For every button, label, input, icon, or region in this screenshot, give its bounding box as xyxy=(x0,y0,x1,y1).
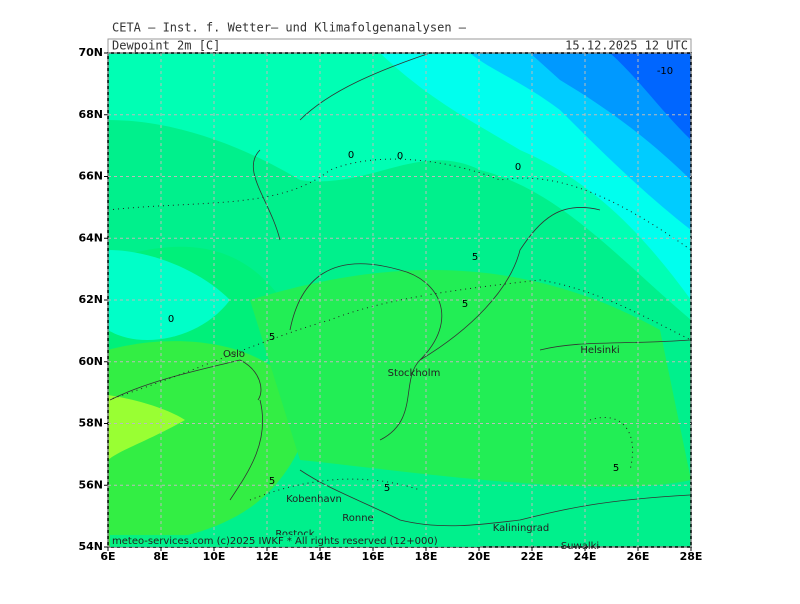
lon-tick-label: 6E xyxy=(100,550,115,563)
contour-label: 0 xyxy=(168,314,174,325)
contour-label: 5 xyxy=(613,463,619,474)
contour-label: 0 xyxy=(348,150,354,161)
lat-tick-label: 56N xyxy=(78,478,103,491)
city-label: Suwalki xyxy=(561,541,599,552)
lat-tick-label: 60N xyxy=(78,355,103,368)
lon-tick-label: 26E xyxy=(627,550,650,563)
lat-tick-label: 58N xyxy=(78,417,103,430)
parameter: Dewpoint 2m [C] xyxy=(112,39,220,53)
lon-tick-label: 20E xyxy=(468,550,491,563)
lon-tick-label: 8E xyxy=(153,550,168,563)
lat-tick-label: 68N xyxy=(78,108,103,121)
contour-label: 5 xyxy=(472,252,478,263)
city-label: Stockholm xyxy=(388,368,441,379)
coastline xyxy=(109,53,691,527)
lat-tick-label: 54N xyxy=(78,540,103,553)
city-label: Ronne xyxy=(342,513,373,524)
footer: meteo-services.com (c)2025 IWKF * All ri… xyxy=(112,536,438,547)
lon-tick-label: 24E xyxy=(574,550,597,563)
lat-tick-label: 64N xyxy=(78,231,103,244)
lon-tick-label: 10E xyxy=(203,550,226,563)
lon-tick-label: 18E xyxy=(415,550,438,563)
lon-tick-label: 12E xyxy=(256,550,279,563)
lat-tick-label: 62N xyxy=(78,293,103,306)
contour-label: 0 xyxy=(515,162,521,173)
city-label: Rostock xyxy=(275,529,314,540)
valid-time: 15.12.2025 12 UTC xyxy=(565,39,688,53)
contour-label: -10 xyxy=(657,66,673,77)
lon-tick-label: 22E xyxy=(521,550,544,563)
lon-tick-label: 14E xyxy=(309,550,332,563)
contour-label: 5 xyxy=(462,299,468,310)
contour-label: 5 xyxy=(269,476,275,487)
header-title: CETA — Inst. f. Wetter— und Klimafolgena… xyxy=(112,21,467,35)
lat-tick-label: 70N xyxy=(78,46,103,59)
city-label: Kobenhavn xyxy=(286,494,342,505)
city-label: Kaliningrad xyxy=(493,523,549,534)
city-label: Oslo xyxy=(223,349,245,360)
city-label: Helsinki xyxy=(580,345,619,356)
lat-tick-label: 66N xyxy=(78,170,103,183)
field xyxy=(108,53,691,547)
footer-bg xyxy=(110,535,480,547)
lon-tick-label: 28E xyxy=(680,550,703,563)
lon-tick-label: 16E xyxy=(362,550,385,563)
contour-label: 5 xyxy=(384,483,390,494)
contour-label: 5 xyxy=(269,332,275,343)
contour-label: 0 xyxy=(397,151,403,162)
